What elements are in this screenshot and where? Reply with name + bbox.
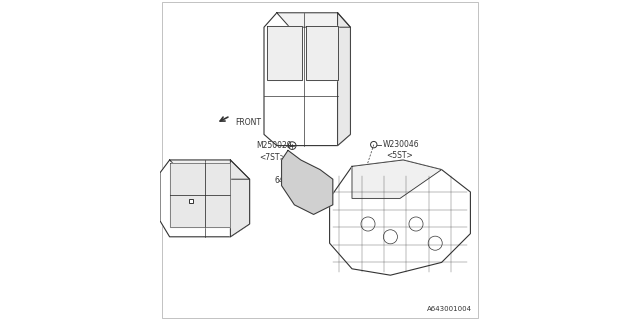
Polygon shape — [170, 160, 250, 179]
Text: <7ST>: <7ST> — [259, 153, 286, 162]
Text: M250029: M250029 — [256, 141, 292, 150]
Polygon shape — [330, 160, 470, 275]
Polygon shape — [205, 195, 230, 227]
Text: 64333D: 64333D — [195, 196, 225, 205]
Polygon shape — [160, 160, 250, 237]
Polygon shape — [277, 13, 351, 27]
Polygon shape — [282, 150, 333, 214]
Text: FRONT: FRONT — [236, 118, 261, 127]
Polygon shape — [306, 26, 338, 80]
Polygon shape — [338, 13, 351, 146]
Polygon shape — [268, 26, 302, 80]
Polygon shape — [230, 160, 250, 237]
Text: W230046: W230046 — [383, 140, 419, 149]
Polygon shape — [170, 195, 205, 227]
Polygon shape — [205, 163, 230, 195]
Text: 64515: 64515 — [275, 176, 298, 185]
Text: <5ST>: <5ST> — [386, 151, 413, 160]
Polygon shape — [170, 163, 205, 195]
Bar — [189, 199, 193, 203]
Polygon shape — [352, 160, 442, 198]
Polygon shape — [264, 13, 351, 146]
Text: A643001004: A643001004 — [427, 306, 472, 312]
